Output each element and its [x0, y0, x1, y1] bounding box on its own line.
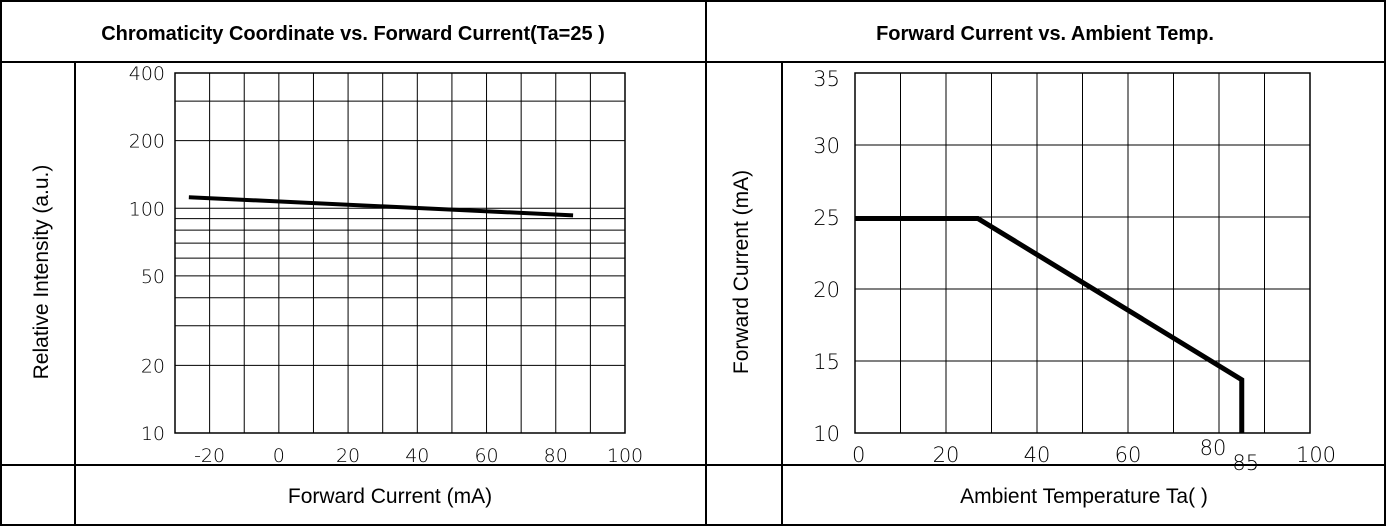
right-y-ticks: 35 30 25 20 15 10	[813, 67, 840, 446]
x-tick-label: 60	[1115, 443, 1142, 467]
left-x-axis-label: Forward Current (mA)	[288, 485, 492, 508]
left-plot-area: -20 0 20 40 60 80 100 400 200 100 50 20 10	[129, 63, 643, 467]
y-tick-label: 15	[813, 350, 840, 374]
right-x-axis-label: Ambient Temperature Ta( )	[960, 485, 1208, 508]
x-tick-label: 0	[273, 445, 285, 467]
x-tick-label: 80	[544, 445, 568, 467]
y-tick-label: 35	[813, 67, 840, 91]
x-tick-label: 40	[1024, 443, 1051, 467]
left-y-ticks: 400 200 100 50 20 10	[129, 63, 165, 445]
left-chart-title: Chromaticity Coordinate vs. Forward Curr…	[101, 23, 605, 45]
right-chart-title: Forward Current vs. Ambient Temp.	[876, 23, 1214, 45]
x-tick-label: 40	[405, 445, 429, 467]
y-tick-label: 400	[129, 63, 165, 85]
y-tick-label: 10	[813, 422, 840, 446]
x-tick-label: 60	[474, 445, 498, 467]
right-y-axis-label: Forward Current (mA)	[730, 170, 753, 374]
right-series	[855, 215, 1245, 433]
y-tick-label: 50	[141, 266, 165, 288]
left-y-axis-label: Relative Intensity (a.u.)	[30, 165, 53, 380]
y-tick-label: 20	[141, 355, 165, 377]
x-tick-label: 100	[607, 445, 643, 467]
x-tick-label: 100	[1296, 443, 1336, 467]
y-tick-label: 20	[813, 278, 840, 302]
left-x-ticks: -20 0 20 40 60 80 100	[194, 445, 643, 467]
x-tick-label: -20	[194, 445, 225, 467]
y-tick-label: 100	[129, 198, 165, 220]
x-tick-label: 0	[852, 443, 865, 467]
series-line	[188, 195, 574, 218]
y-tick-label: 30	[813, 134, 840, 158]
y-tick-label: 200	[129, 131, 165, 153]
y-tick-label: 10	[141, 423, 165, 445]
left-grid	[174, 73, 626, 433]
left-plot-frame	[174, 72, 626, 434]
series-line	[855, 215, 1245, 433]
left-series	[188, 195, 574, 218]
y-tick-label: 25	[813, 206, 840, 230]
x-tick-label: 80	[1200, 436, 1227, 460]
x-tick-label: 20	[336, 445, 360, 467]
x-tick-label: 85	[1232, 451, 1259, 475]
x-tick-label: 20	[933, 443, 960, 467]
